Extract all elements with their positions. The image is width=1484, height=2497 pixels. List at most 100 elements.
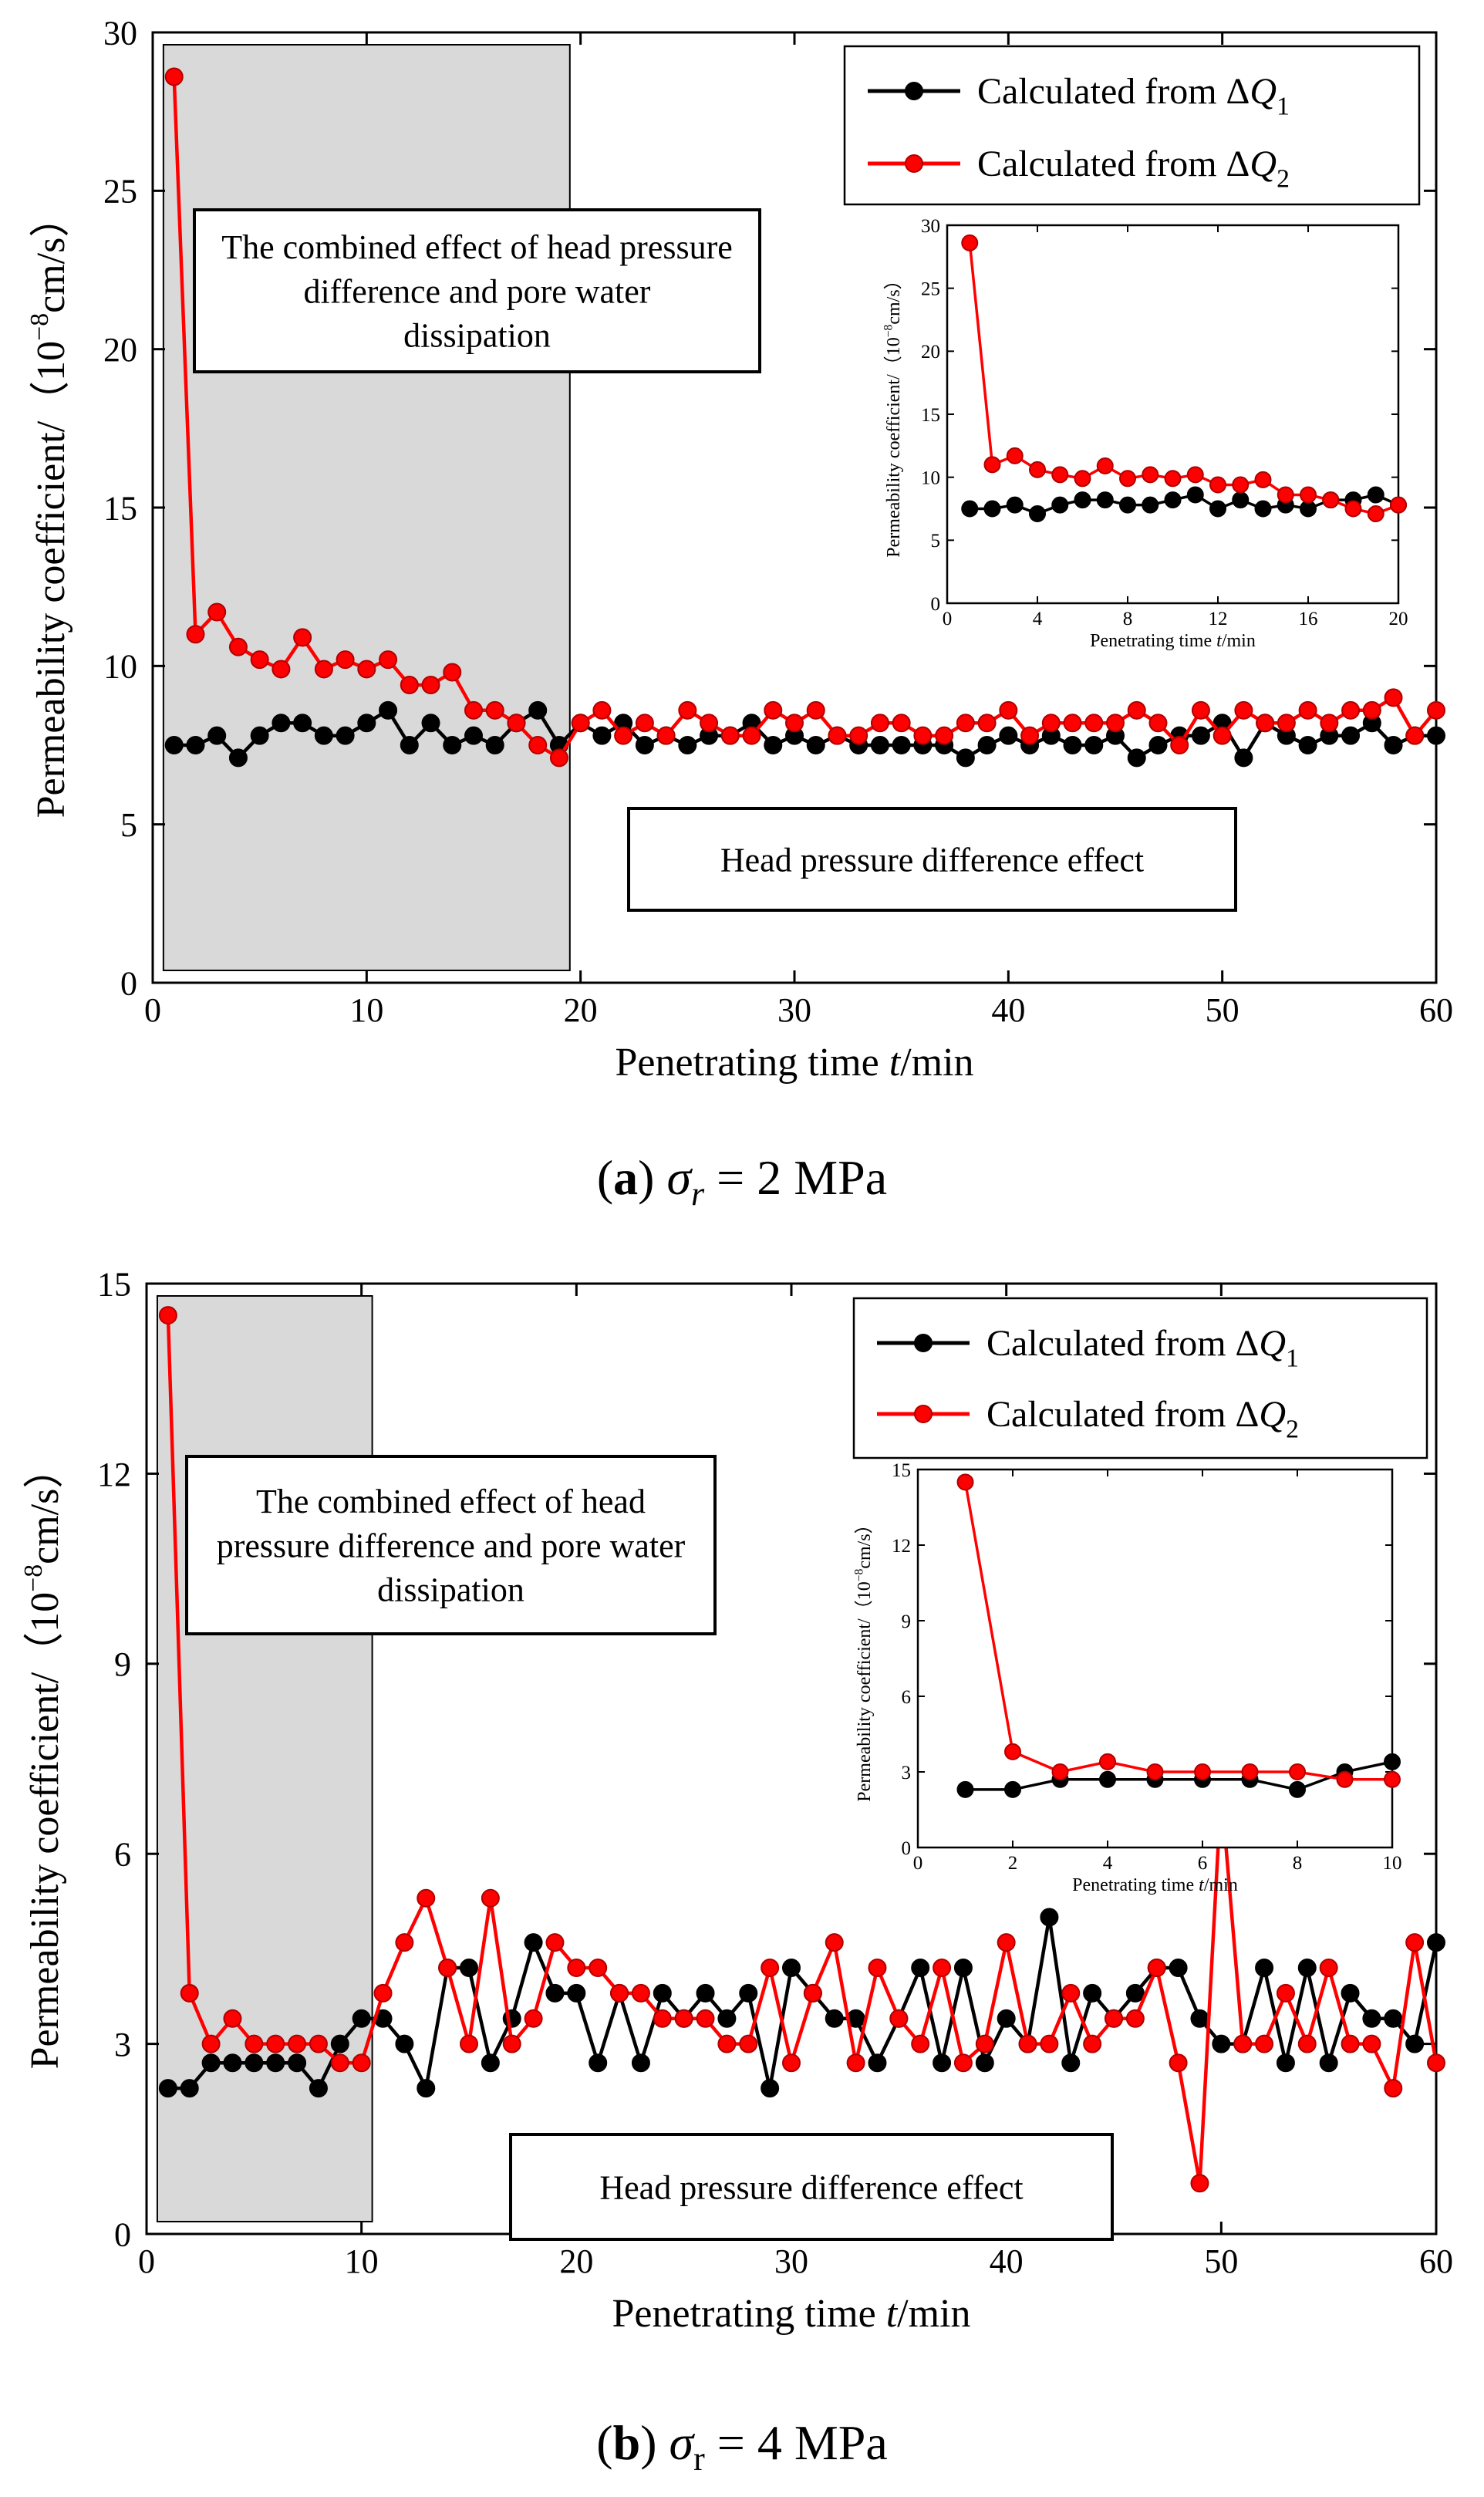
main-b-y-tick-label: 12	[97, 1456, 131, 1493]
main-a-series2-point	[935, 726, 954, 745]
main-a-series2-point	[293, 628, 312, 647]
main-a-series2-point	[207, 602, 227, 622]
main-a-series2-point	[186, 625, 205, 644]
inset-a-series2-point	[1096, 457, 1114, 474]
main-a-y-tick-label: 15	[103, 489, 137, 527]
main-a-series1-point	[528, 700, 548, 720]
inset-a-series2-point	[1164, 470, 1182, 488]
inset-a-y-tick-label: 15	[921, 405, 940, 426]
inset-b-series2-point	[1336, 1770, 1354, 1788]
main-b-series2-point	[717, 2034, 737, 2053]
main-b-series1-point	[631, 2053, 650, 2073]
main-a-series2-point	[849, 726, 868, 745]
main-b-series1-point	[1190, 2009, 1209, 2028]
main-b-series2-point	[266, 2034, 285, 2053]
inset-a-y-tick-label: 5	[931, 531, 941, 552]
main-a-series1-point	[293, 714, 312, 733]
main-b-x-tick-label: 30	[774, 2242, 808, 2280]
main-a-series1-point	[1341, 726, 1361, 745]
inset-a-series1-point	[961, 500, 979, 518]
inset-b-x-tick-label: 8	[1293, 1853, 1303, 1874]
main-b-series1-point	[761, 2079, 780, 2098]
main-b-series2-point	[545, 1933, 565, 1952]
main-b-series2-point	[889, 2009, 909, 2028]
main-a-y-tick-label: 0	[120, 964, 137, 1002]
main-a-series2-point	[164, 67, 184, 86]
main-b-series2-point	[330, 2053, 349, 2073]
main-a-series2-point	[785, 714, 804, 733]
main-a-series2-point	[1127, 700, 1146, 720]
main-a-series2-point	[485, 700, 504, 720]
main-a-series1-point	[1127, 748, 1146, 768]
main-b-series1-point	[1255, 1959, 1274, 1978]
main-b-y-tick-label: 9	[114, 1645, 131, 1683]
main-b-series2-point	[653, 2009, 672, 2028]
main-a-series2-point	[806, 700, 825, 720]
main-b-series1-point	[1169, 1959, 1188, 1978]
main-b-series1-point	[1125, 1983, 1145, 2003]
main-a-y-tick-label: 30	[103, 14, 137, 52]
main-b-series2-point	[1341, 2034, 1360, 2053]
main-b-series1-point	[1212, 2034, 1231, 2053]
main-a-series2-point	[614, 726, 633, 745]
inset-b-series2-point	[1146, 1763, 1164, 1780]
main-b-series1-point	[782, 1959, 801, 1978]
inset-a-series2-point	[1209, 476, 1226, 494]
inset-b-y-tick-label: 0	[902, 1838, 912, 1859]
legend-label-1: Calculated from ΔQ1	[987, 1323, 1299, 1372]
inset-a-series1-point	[1254, 500, 1272, 518]
inset-b-y-tick-label: 15	[892, 1460, 911, 1481]
inset-a-series2-point	[1322, 491, 1340, 509]
inset-b-series1-point	[1004, 1780, 1021, 1798]
main-a-series2-point	[443, 663, 462, 682]
main-b-series2-point	[460, 2034, 478, 2053]
main-a-series1-point	[1234, 748, 1253, 768]
inset-a-series2-point	[961, 234, 979, 251]
inset-a-series2-point	[1232, 476, 1250, 494]
inset-a-series1-point	[983, 500, 1001, 518]
inset-a-x-tick-label: 20	[1389, 609, 1408, 629]
main-a-series2-point	[272, 660, 291, 679]
main-a-series1-point	[207, 726, 227, 745]
main-a-series2-point	[1298, 700, 1317, 720]
inset-a-series2-point	[983, 456, 1001, 474]
main-a-x-tick-label: 30	[777, 991, 811, 1029]
main-b-x-tick-label: 10	[345, 2242, 379, 2280]
main-a-series2-point	[1020, 726, 1040, 745]
legend-label-1: Calculated from ΔQ1	[977, 71, 1290, 120]
main-a-series2-point	[1320, 714, 1339, 733]
inset-b-series-line-1	[965, 1760, 1393, 1791]
main-b-series1-point	[1319, 2053, 1338, 2073]
main-a-series2-point	[357, 660, 376, 679]
main-a-series1-point	[379, 700, 398, 720]
main-a-series1-point	[485, 736, 504, 754]
main-b-series1-point	[1297, 1959, 1317, 1978]
main-a-shaded-region	[162, 44, 571, 971]
main-a-series1-point	[1148, 736, 1168, 754]
inset-b-x-tick-label: 2	[1008, 1853, 1018, 1874]
main-a-series2-point	[977, 714, 997, 733]
main-a-series2-point	[1341, 700, 1361, 720]
inset-a-plot-frame	[946, 224, 1400, 605]
main-b-series1-point	[201, 2053, 221, 2073]
inset-a-series2-point	[1186, 466, 1204, 484]
inset-a-series1-point	[1367, 486, 1385, 504]
main-a-series2-point	[1405, 726, 1425, 745]
main-b-series1-point	[417, 2079, 436, 2098]
main-b-series2-point	[825, 1933, 844, 1952]
inset-a-x-tick-label: 4	[1033, 609, 1043, 629]
main-a-series2-point	[1191, 700, 1210, 720]
main-b-series2-point	[1190, 2174, 1209, 2193]
inset-a-x-tick-label: 16	[1299, 609, 1318, 629]
main-b-series1-point	[717, 2009, 737, 2028]
main-b-series1-point	[997, 2009, 1016, 2028]
main-b-series1-point	[223, 2053, 242, 2073]
inset-b-series2-point	[1194, 1763, 1211, 1780]
annotation-box-1	[193, 208, 761, 373]
main-b-series1-point	[589, 2053, 608, 2073]
main-b-y-tick-label: 15	[97, 1265, 131, 1303]
main-b-series2-point	[739, 2034, 758, 2053]
main-a-series1-point	[186, 736, 205, 754]
inset-a-x-tick-label: 8	[1123, 609, 1133, 629]
